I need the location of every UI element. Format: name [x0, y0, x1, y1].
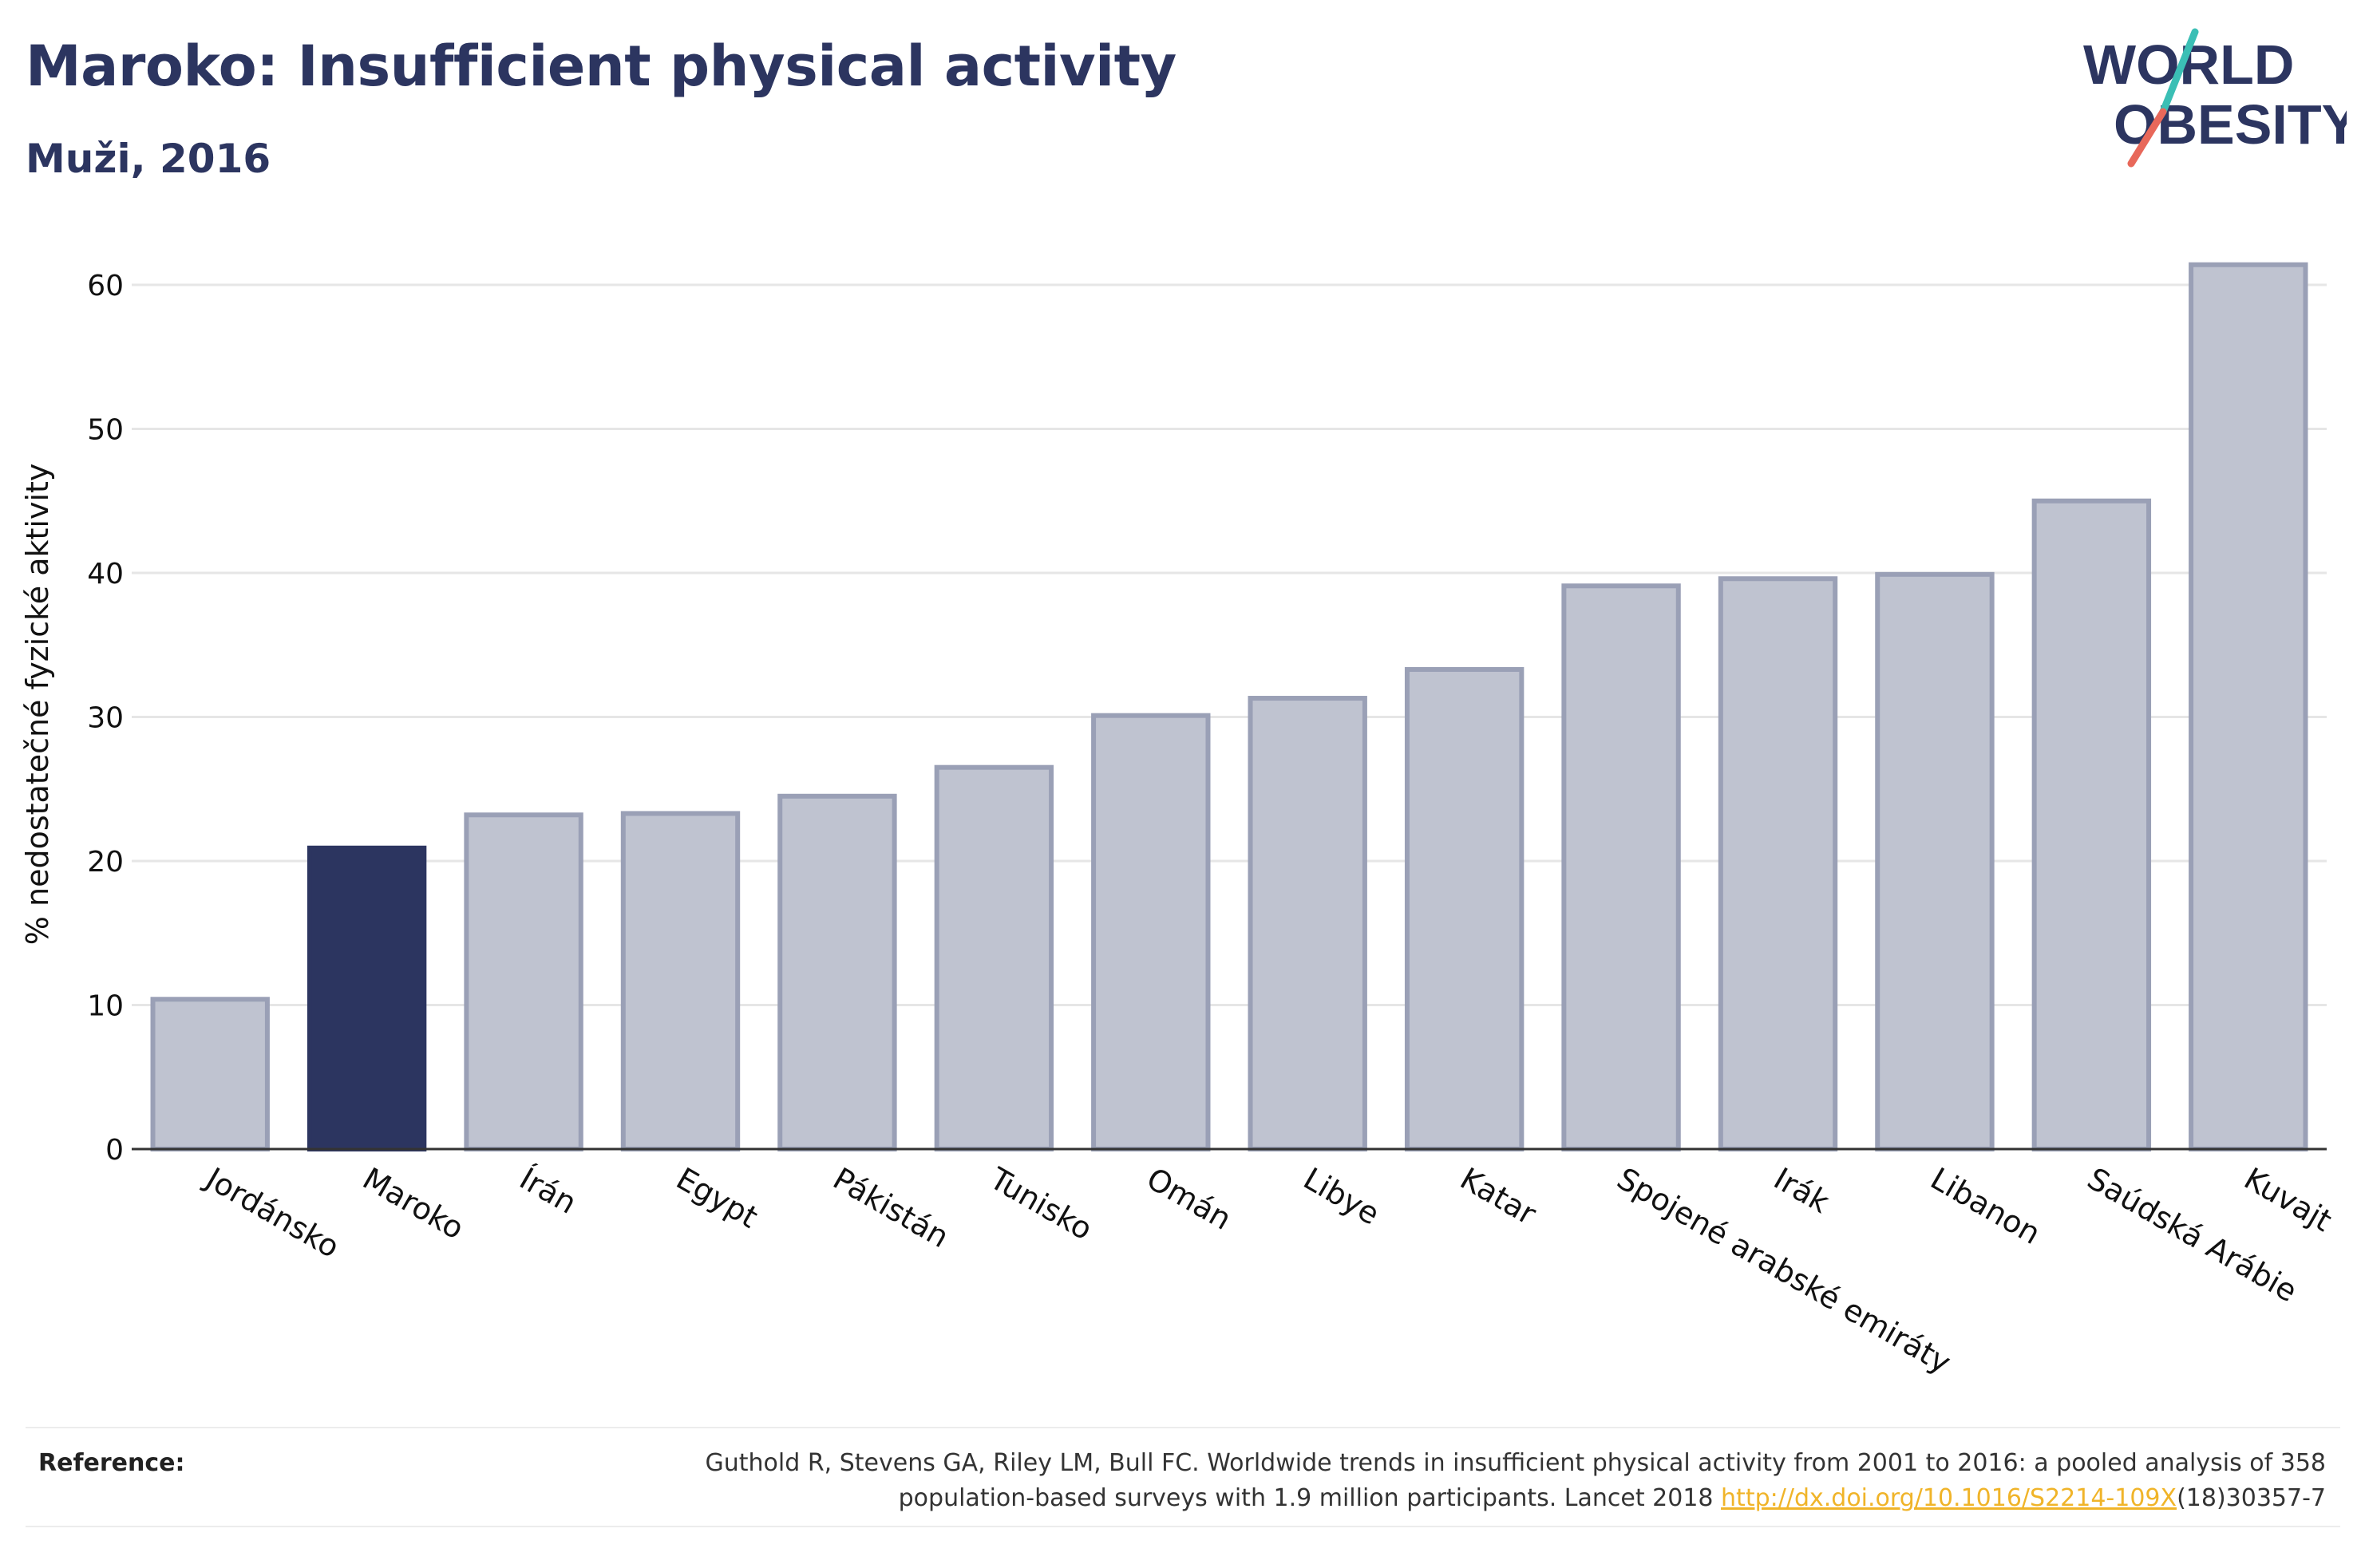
reference-doi-link[interactable]: http://dx.doi.org/10.1016/S2214-109X: [1721, 1484, 2177, 1512]
logo-slash-teal: [2159, 28, 2199, 116]
bar-Spojené arabské emiráty[interactable]: [1561, 583, 1681, 1151]
bar-Libanon[interactable]: [1875, 571, 1995, 1151]
bar-Tunisko[interactable]: [934, 764, 1054, 1151]
x-tick-label: Egypt: [670, 1161, 764, 1235]
y-tick-label: 40: [87, 558, 124, 590]
x-tick-label: Irák: [1768, 1161, 1835, 1220]
reference-divider-top: [26, 1427, 2340, 1428]
y-tick-label: 20: [87, 846, 124, 879]
reference-line2-post: (18)30357-7: [2177, 1484, 2326, 1512]
y-tick-label: 50: [87, 414, 124, 447]
x-tick-label: Omán: [1141, 1161, 1237, 1237]
world-obesity-logo: WORLD OBESITY: [2083, 28, 2347, 168]
bar-Maroko[interactable]: [306, 845, 427, 1151]
chart-subtitle: Muži, 2016: [26, 136, 271, 182]
x-tick-label: Libye: [1298, 1161, 1386, 1232]
reference-label: Reference:: [38, 1449, 185, 1477]
bar-Libye[interactable]: [1248, 696, 1367, 1151]
reference-divider-bottom: [26, 1526, 2340, 1527]
bar-Saúdská Arábie[interactable]: [2031, 498, 2152, 1151]
x-tick-label: Tunisko: [983, 1160, 1098, 1247]
bar-chart: 0 10 20 30 40 50 60 Jordánsko Maroko Írán Egypt Pák…: [20, 262, 2338, 1380]
x-tick-label: Pákistán: [827, 1161, 955, 1255]
y-tick-label: 10: [87, 990, 124, 1023]
bar-Egypt[interactable]: [620, 811, 741, 1151]
bar-Irák[interactable]: [1718, 576, 1838, 1151]
logo-slash-coral: [2127, 108, 2167, 168]
x-tick-label: Katar: [1454, 1161, 1542, 1232]
reference-line2-pre: population-based surveys with 1.9 millio…: [898, 1484, 1722, 1512]
y-tick-label: 0: [105, 1134, 124, 1167]
bar-Pákistán[interactable]: [777, 793, 897, 1152]
y-tick-label: 30: [87, 702, 124, 735]
x-tick-label: Írán: [514, 1161, 583, 1221]
x-tick-label: Libanon: [1924, 1161, 2046, 1251]
gridlines: [132, 283, 2327, 1006]
chart-title: Maroko: Insufficient physical activity: [26, 34, 1177, 99]
x-tick-label: Maroko: [357, 1161, 470, 1246]
x-tick-label: Jordánsko: [199, 1160, 346, 1265]
bar-Katar[interactable]: [1404, 666, 1525, 1151]
y-axis-label: % nedostatečné fyzické aktivity: [20, 464, 55, 946]
bars: [150, 262, 2308, 1152]
bar-Omán[interactable]: [1091, 713, 1211, 1151]
bar-Kuvajt[interactable]: [2189, 262, 2308, 1152]
reference-text: Guthold R, Stevens GA, Riley LM, Bull FC…: [490, 1446, 2326, 1516]
bar-Írán[interactable]: [464, 812, 583, 1151]
reference-line1: Guthold R, Stevens GA, Riley LM, Bull FC…: [705, 1449, 2326, 1477]
y-tick-label: 60: [87, 270, 124, 302]
tick-labels: 0 10 20 30 40 50 60 Jordánsko Maroko Írán Egypt Pák…: [87, 270, 2338, 1380]
x-tick-label: Kuvajt: [2238, 1161, 2337, 1238]
bar-Jordánsko[interactable]: [150, 997, 270, 1152]
